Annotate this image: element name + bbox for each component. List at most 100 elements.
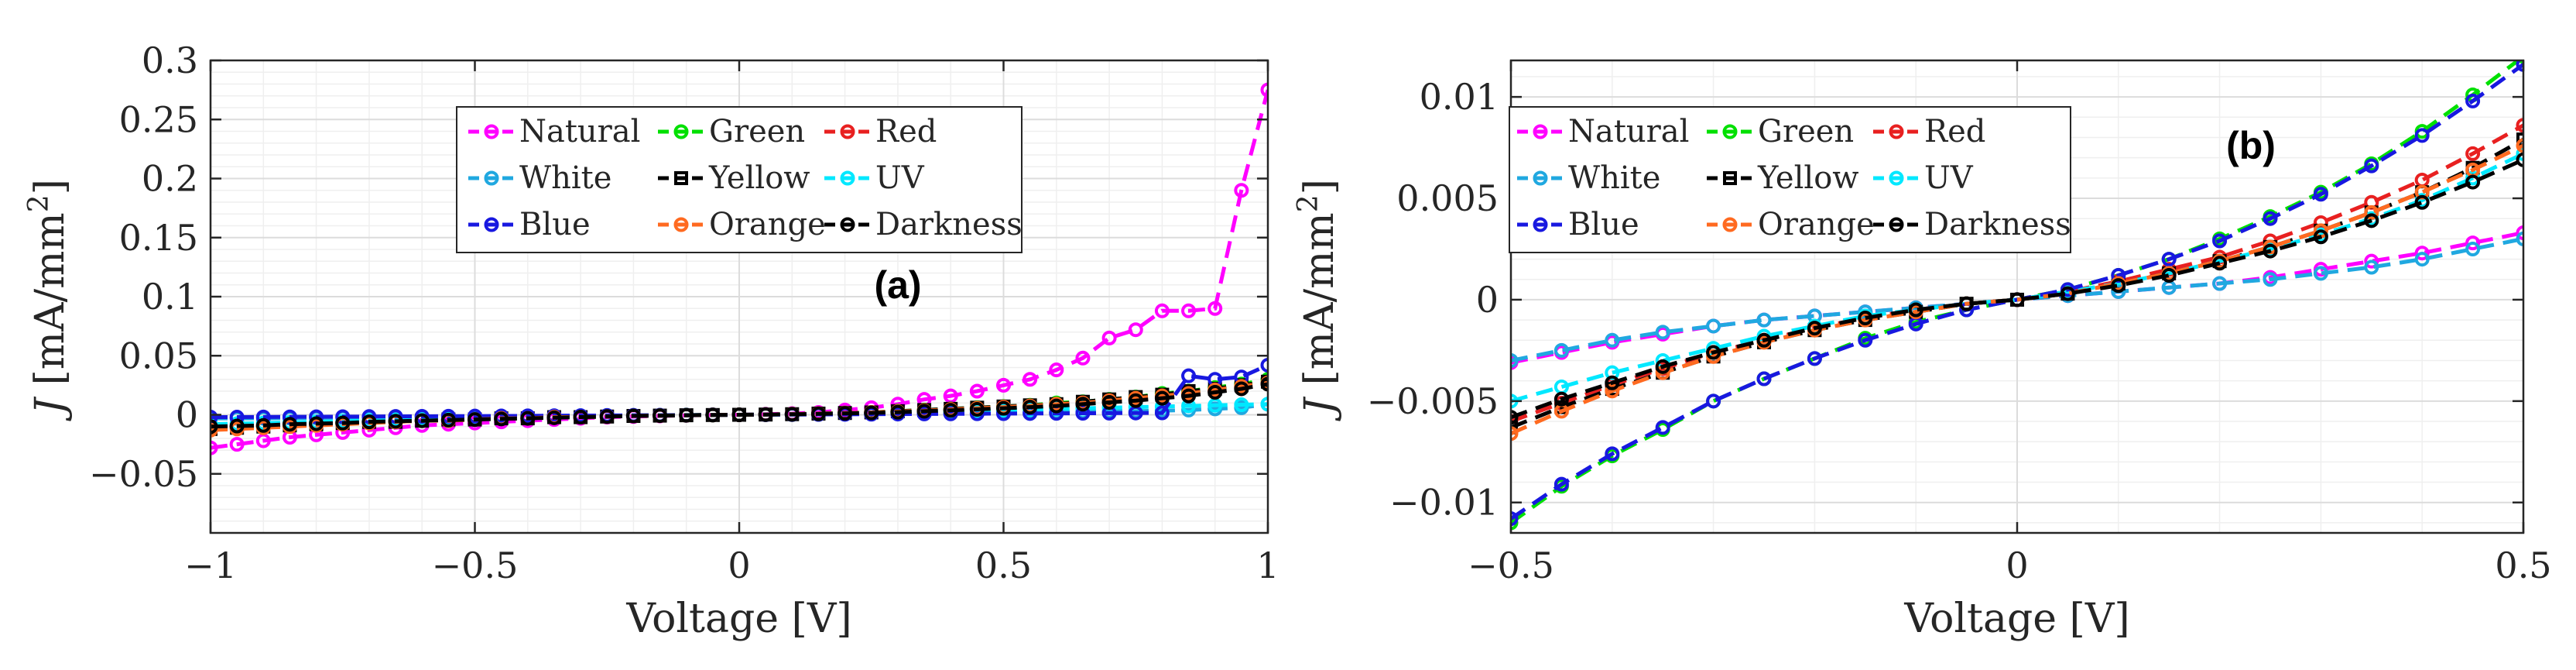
data-point-darkness [1023,400,1038,415]
data-point-darkness [2009,292,2025,308]
data-point-white [1605,332,1620,348]
data-point-darkness [1075,397,1091,412]
legend-label: Yellow [1757,160,1859,196]
legend-label: Blue [1568,207,1639,242]
data-point-darkness [2414,194,2430,210]
legend-swatch-marker [1722,124,1738,139]
legend-swatch-marker [840,217,855,232]
data-point-orange [1605,383,1620,399]
data-point-darkness [255,417,271,433]
data-point-darkness [2212,256,2228,271]
data-point-white [2263,272,2278,287]
legend-label: UV [1924,160,1974,196]
data-point-natural [1101,330,1117,345]
data-point-darkness [211,419,218,435]
series-darkness [1511,152,2523,425]
data-point-blue [1605,446,1620,462]
legend-item-yellow: Yellow [658,160,810,196]
x-tick-label: 0.5 [2495,545,2551,586]
data-point-natural [1181,303,1197,318]
legend-label: Natural [1568,114,1689,149]
data-point-white [1756,312,1772,328]
data-point-darkness [1908,302,1923,318]
legend: Natural Green Red White Yellow UV Blue Orange Da… [1509,106,2071,253]
data-point-darkness [309,416,324,431]
data-point-white [1553,342,1569,358]
legend-item-white: White [468,160,611,196]
data-point-white [1511,352,1519,368]
x-tick-label: 0 [2006,545,2028,586]
data-point-darkness [679,407,694,423]
x-tick-label: −1 [184,545,237,586]
series-darkness [211,376,1268,435]
data-point-darkness [546,410,562,425]
legend-item-natural: Natural [468,114,640,149]
data-point-natural [1260,82,1268,98]
legend-label: UV [875,160,925,196]
legend-label: Green [1758,114,1854,149]
data-point-natural [1075,350,1091,366]
data-point-white [2212,276,2228,291]
legend-swatch-marker [484,170,499,186]
x-tick-label: 1 [1256,545,1279,586]
data-point-white [2465,241,2481,256]
data-point-darkness [2364,213,2379,228]
series-line-uv [1511,152,2523,404]
data-point-uv [2516,146,2523,161]
data-point-darkness [1208,385,1223,400]
data-point-darkness [996,400,1011,416]
data-point-white [1655,325,1670,340]
data-point-red [2465,146,2481,161]
data-point-darkness [440,412,456,428]
legend-label: Darkness [1924,207,2071,242]
series-line-orange [1511,143,2523,435]
data-point-darkness [282,417,297,432]
data-point-blue [1858,332,1873,348]
data-point-darkness [864,405,879,421]
y-tick-label: 0.2 [142,158,198,200]
data-point-uv [1260,397,1268,412]
data-point-natural [211,440,218,455]
data-point-uv [1234,397,1249,413]
legend-item-blue: Blue [468,207,591,242]
data-point-darkness [229,418,245,434]
legend-label: White [1568,160,1660,196]
data-point-white [1706,318,1721,334]
legend-item-blue: Blue [1517,207,1639,242]
data-point-darkness [1049,398,1064,414]
data-point-blue [2313,187,2328,202]
legend-label: Yellow [708,160,810,196]
data-point-blue [1260,357,1268,373]
y-tick-label: 0 [1476,279,1499,321]
data-point-blue [2161,252,2177,267]
data-point-darkness [2060,286,2075,301]
data-point-white [2364,259,2379,275]
data-point-darkness [1260,376,1268,392]
y-tick-label: −0.005 [1367,380,1499,422]
panel-label: (a) [874,263,921,307]
data-point-darkness [838,406,853,421]
y-tick-label: 0.005 [1396,177,1499,219]
legend-swatch-marker [840,170,855,186]
data-point-natural [2465,235,2481,251]
series-line-red [1511,123,2523,424]
data-point-darkness [361,414,377,430]
data-point-white [2313,266,2328,281]
y-axis-label-unit: [mA/mm [1297,212,1343,398]
data-point-darkness [758,407,773,422]
data-point-darkness [2161,268,2177,283]
data-point-darkness [1553,391,1569,407]
legend-box [456,106,1023,253]
data-point-darkness [943,403,958,418]
legend-swatch-marker [673,124,689,139]
data-point-blue [1756,371,1772,387]
data-point-natural [996,377,1011,393]
data-point-blue [2516,60,2523,72]
panel-label: (b) [2226,124,2276,167]
data-point-natural [2364,253,2379,269]
legend-item-darkness: Darkness [824,207,1023,242]
data-point-darkness [573,410,588,425]
y-axis-label: J [mA/mm2] [23,179,74,421]
data-point-blue [211,410,218,425]
data-point-darkness [1181,388,1197,404]
